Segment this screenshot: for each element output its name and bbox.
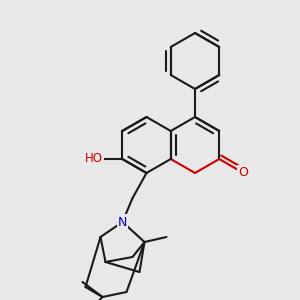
Text: O: O [238, 167, 248, 179]
Text: N: N [118, 215, 127, 229]
Text: HO: HO [85, 152, 103, 166]
